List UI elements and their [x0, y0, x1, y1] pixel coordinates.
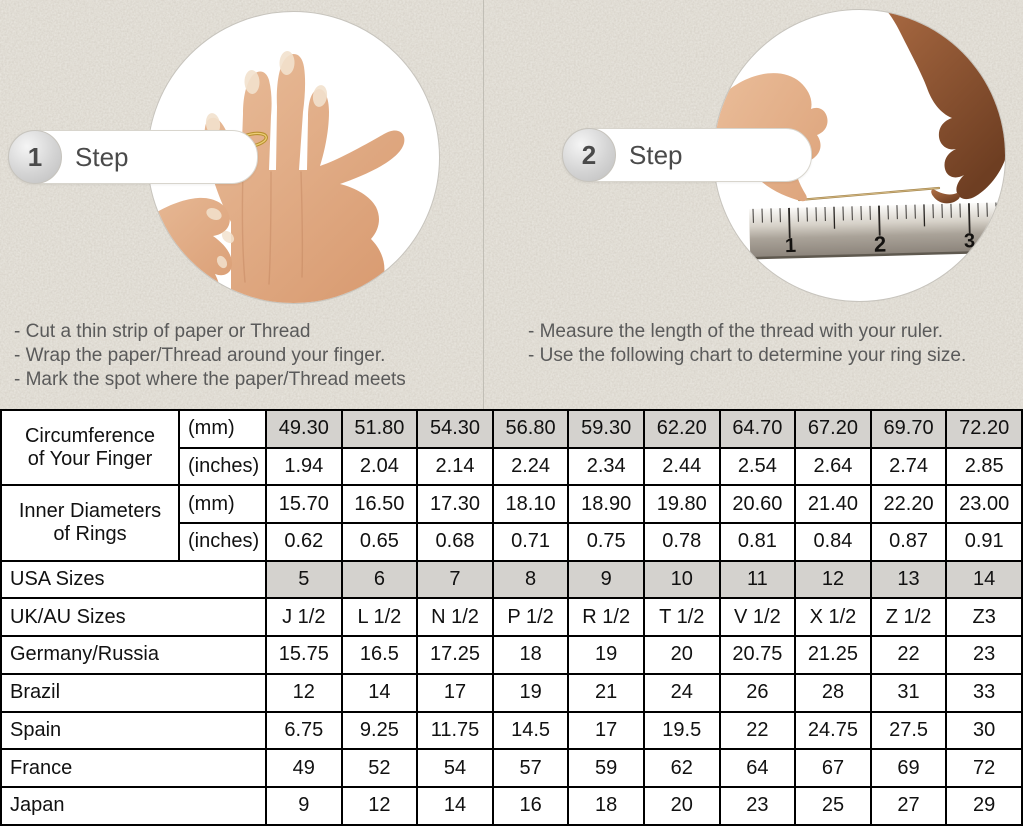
svg-text:1: 1 [785, 235, 797, 257]
svg-text:2: 2 [874, 231, 887, 256]
